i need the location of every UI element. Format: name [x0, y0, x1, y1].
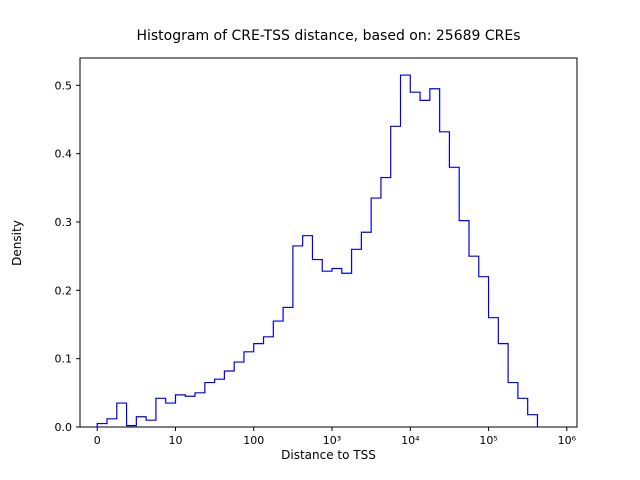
- x-tick-label: 10⁶: [558, 434, 577, 447]
- y-tick-label: 0.4: [55, 148, 73, 161]
- x-tick-label: 100: [243, 434, 264, 447]
- x-tick-label: 10: [168, 434, 182, 447]
- x-tick-label: 10⁵: [479, 434, 497, 447]
- axes-frame: [79, 57, 578, 428]
- y-tick-label: 0.5: [55, 79, 73, 92]
- y-tick-label: 0.0: [55, 421, 73, 434]
- y-tick-label: 0.3: [55, 216, 73, 229]
- x-tick-label: 10³: [323, 434, 341, 447]
- y-tick-label: 0.1: [55, 353, 73, 366]
- y-tick-label: 0.2: [55, 284, 73, 297]
- chart-title: Histogram of CRE-TSS distance, based on:…: [136, 28, 521, 44]
- histogram-step-line: [96, 74, 539, 427]
- x-tick-label: 10⁴: [401, 434, 420, 447]
- x-tick-label: 0: [94, 434, 101, 447]
- x-axis-label: Distance to TSS: [281, 448, 376, 462]
